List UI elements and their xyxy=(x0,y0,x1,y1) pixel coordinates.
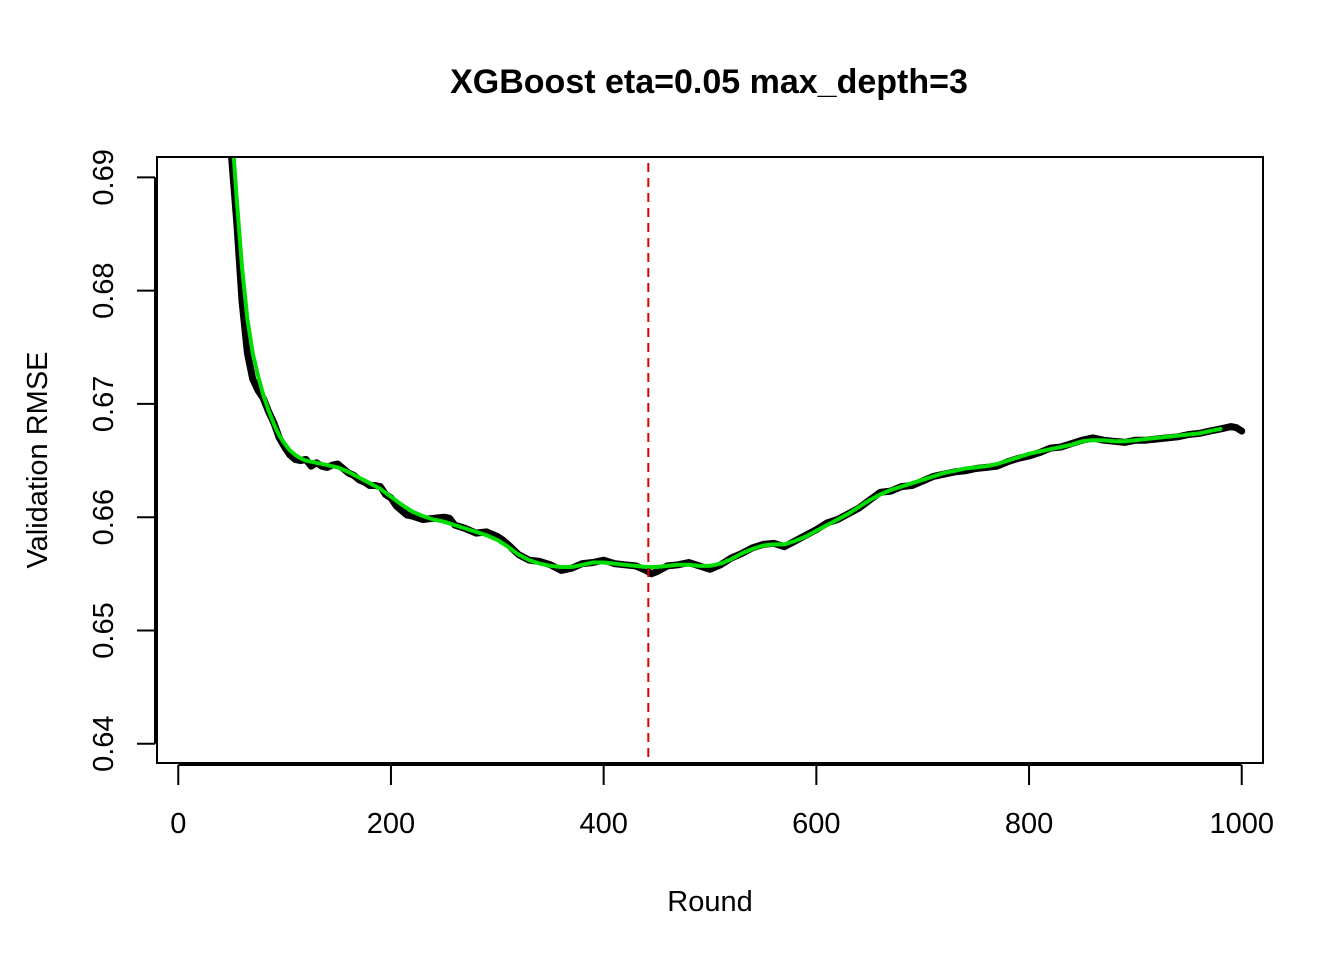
y-tick-label: 0.68 xyxy=(88,262,120,318)
x-tick-label: 0 xyxy=(170,808,186,840)
plot-frame xyxy=(156,156,1264,764)
x-tick-label: 800 xyxy=(1005,808,1053,840)
y-tick-label: 0.69 xyxy=(88,149,120,205)
y-tick-label: 0.66 xyxy=(88,489,120,545)
chart-title: XGBoost eta=0.05 max_depth=3 xyxy=(450,63,968,101)
x-tick-label: 200 xyxy=(367,808,415,840)
series-line-raw xyxy=(228,157,1246,578)
x-tick-label: 600 xyxy=(792,808,840,840)
x-tick-label: 400 xyxy=(579,808,627,840)
y-tick-label: 0.65 xyxy=(88,602,120,658)
x-axis-label: Round xyxy=(667,886,752,918)
y-axis-label: Validation RMSE xyxy=(22,351,54,568)
y-axis: 0.64 0.65 0.66 0.67 0.68 0.69 xyxy=(88,149,156,772)
x-axis: 0 200 400 600 800 1000 xyxy=(170,764,1274,840)
x-tick-label: 1000 xyxy=(1209,808,1274,840)
series-line-smoothed xyxy=(231,157,1223,569)
y-tick-label: 0.67 xyxy=(88,376,120,432)
y-tick-label: 0.64 xyxy=(88,715,120,771)
plot-area xyxy=(228,157,1246,763)
